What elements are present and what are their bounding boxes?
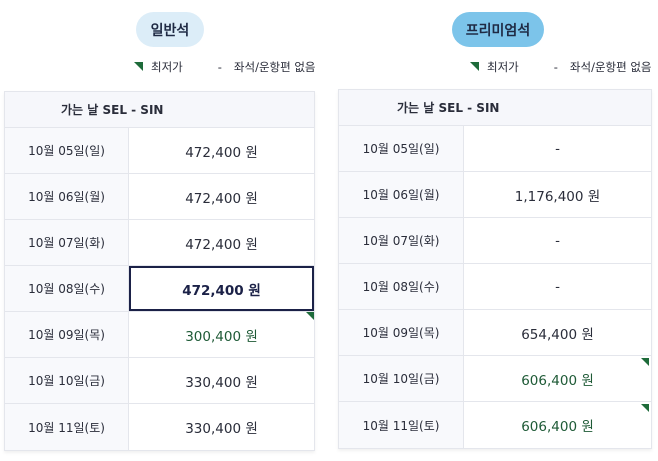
date-cell: 10월 10일(금) bbox=[5, 358, 129, 403]
date-cell: 10월 05일(일) bbox=[339, 126, 464, 171]
date-cell: 10월 07일(화) bbox=[339, 218, 464, 263]
price-legend: 최저가 - 좌석/운항편 없음 bbox=[470, 59, 652, 75]
lowest-price-marker-icon bbox=[470, 61, 479, 71]
unavailable-dash-symbol: - bbox=[553, 60, 558, 74]
price-cell[interactable]: 472,400 원 bbox=[185, 236, 258, 253]
route-header-label: 가는 날 SEL - SIN bbox=[397, 101, 500, 115]
table-row: 10월 07일(화) 472,400 원 bbox=[5, 220, 314, 266]
economy-fare-table: 가는 날 SEL - SIN 10월 05일(일) 472,400 원 10월 … bbox=[4, 91, 315, 451]
table-row: 10월 07일(화) - bbox=[339, 218, 651, 264]
date-cell: 10월 11일(토) bbox=[339, 402, 464, 448]
unavailable-price-cell: - bbox=[555, 278, 560, 295]
date-cell: 10월 08일(수) bbox=[339, 264, 464, 309]
table-row: 10월 06일(월) 472,400 원 bbox=[5, 174, 314, 220]
table-row: 10월 11일(토) 330,400 원 bbox=[5, 404, 314, 450]
price-text: 606,400 원 bbox=[521, 419, 594, 435]
selected-price-cell[interactable]: 472,400 원 bbox=[129, 266, 314, 320]
lowest-price-marker-icon bbox=[306, 312, 314, 320]
lowest-price-marker-icon bbox=[641, 404, 649, 412]
price-text: 606,400 원 bbox=[521, 372, 594, 389]
unavailable-price-cell: - bbox=[555, 140, 560, 157]
table-row: 10월 05일(일) - bbox=[339, 126, 651, 172]
economy-tab-button[interactable]: 일반석 bbox=[136, 12, 204, 47]
lowest-price-legend-label: 최저가 bbox=[151, 60, 183, 74]
table-header: 가는 날 SEL - SIN bbox=[339, 90, 651, 126]
table-row: 10월 09일(목) 654,400 원 bbox=[339, 310, 651, 356]
unavailable-price-cell: - bbox=[555, 232, 560, 249]
table-row: 10월 10일(금) 606,400 원 bbox=[339, 356, 651, 402]
table-row: 10월 05일(일) 472,400 원 bbox=[5, 128, 314, 174]
date-cell: 10월 09일(목) bbox=[5, 312, 129, 357]
table-row: 10월 10일(금) 330,400 원 bbox=[5, 358, 314, 404]
lowest-price-marker-icon bbox=[134, 61, 143, 71]
unavailable-dash-symbol: - bbox=[217, 60, 222, 74]
price-cell[interactable]: 330,400 원 bbox=[185, 374, 258, 391]
date-cell: 10월 08일(수) bbox=[5, 266, 129, 311]
table-row: 10월 08일(수) - bbox=[339, 264, 651, 310]
price-cell[interactable]: 1,176,400 원 bbox=[514, 188, 601, 205]
lowest-price-cell[interactable]: 606,400 원 bbox=[464, 356, 651, 401]
price-cell[interactable]: 330,400 원 bbox=[185, 421, 258, 437]
date-cell: 10월 10일(금) bbox=[339, 356, 464, 401]
price-cell[interactable]: 654,400 원 bbox=[521, 326, 594, 343]
date-cell: 10월 06일(월) bbox=[5, 174, 129, 219]
price-cell[interactable]: 472,400 원 bbox=[185, 144, 258, 161]
date-cell: 10월 06일(월) bbox=[339, 172, 464, 217]
lowest-price-marker-icon bbox=[641, 358, 649, 366]
lowest-price-cell[interactable]: 606,400 원 bbox=[464, 402, 651, 448]
unavailable-legend-label: 좌석/운항편 없음 bbox=[233, 60, 316, 74]
price-cell[interactable]: 472,400 원 bbox=[185, 190, 258, 207]
date-cell: 10월 05일(일) bbox=[5, 128, 129, 173]
date-cell: 10월 11일(토) bbox=[5, 404, 129, 450]
price-text: 472,400 원 bbox=[182, 282, 261, 299]
date-cell: 10월 07일(화) bbox=[5, 220, 129, 265]
unavailable-legend-label: 좌석/운항편 없음 bbox=[569, 60, 652, 74]
table-row: 10월 06일(월) 1,176,400 원 bbox=[339, 172, 651, 218]
route-header-label: 가는 날 SEL - SIN bbox=[61, 103, 164, 117]
lowest-price-legend-label: 최저가 bbox=[487, 60, 519, 74]
table-row: 10월 08일(수) 472,400 원 bbox=[5, 266, 314, 320]
table-header: 가는 날 SEL - SIN bbox=[5, 92, 314, 128]
lowest-price-cell[interactable]: 300,400 원 bbox=[185, 328, 258, 345]
date-cell: 10월 09일(목) bbox=[339, 310, 464, 355]
price-legend: 최저가 - 좌석/운항편 없음 bbox=[134, 59, 316, 75]
premium-fare-table: 가는 날 SEL - SIN 10월 05일(일) - 10월 06일(월) 1… bbox=[338, 89, 652, 449]
premium-tab-button[interactable]: 프리미엄석 bbox=[452, 12, 544, 47]
table-row: 10월 11일(토) 606,400 원 bbox=[339, 402, 651, 448]
table-row: 10월 09일(목) 300,400 원 bbox=[5, 312, 314, 358]
